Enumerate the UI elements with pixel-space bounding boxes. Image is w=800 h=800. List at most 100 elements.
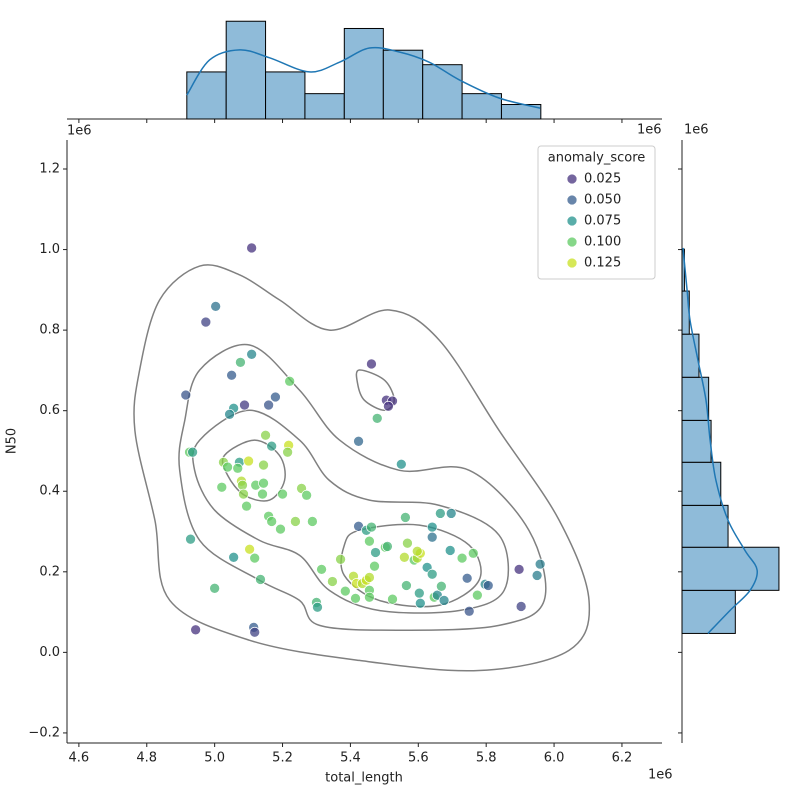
scatter-point [290,516,301,527]
scatter-point [411,545,423,557]
top-hist-bar [186,71,227,120]
scatter-point [244,543,255,555]
legend-marker [566,236,578,248]
scatter-point [266,440,278,452]
scatter-point [472,589,483,601]
scatter-point [301,489,312,501]
scatter-point [534,558,546,570]
top-hist-bar [265,71,306,120]
scatter-point [260,429,271,441]
scatter-point [327,576,338,587]
top-hist-bar [422,64,463,120]
scatter-point [335,553,346,565]
scatter-point [436,580,447,592]
scatter-point [307,516,318,527]
x-offset-label: 1e6 [648,768,673,783]
scatter-point [401,580,412,591]
scatter-point [284,375,296,387]
scatter-point [402,537,413,549]
y-tick-label: 0.2 [39,564,60,579]
scatter-point [257,488,268,500]
top-hist-bar [304,93,345,120]
scatter-point [235,356,246,368]
y-tick-label: 1.0 [39,242,60,257]
scatter-point [371,412,383,424]
top-x-offset-label: 1e6 [637,123,662,138]
x-tick-label: 5.4 [340,751,361,766]
scatter-point [463,605,475,617]
x-tick-label: 6.0 [544,751,565,766]
scatter-point [222,461,233,473]
y-tick-label: 0.6 [39,403,60,418]
scatter-point [255,574,266,585]
scatter-point [241,500,252,512]
right-hist-bar [681,589,736,634]
kde-contour [191,409,510,614]
scatter-point [339,585,351,597]
y-tick-label: 1.2 [39,162,60,177]
right-kde-line [682,247,759,634]
scatter-point [187,446,198,458]
scatter-point [426,531,438,543]
scatter-point [228,551,240,563]
scatter-point [426,521,438,533]
scatter-point [312,601,323,613]
scatter-point [350,593,361,604]
legend-label: 0.025 [584,172,621,187]
scatter-point [413,587,425,599]
scatter-point [482,580,494,591]
scatter-point [467,547,479,559]
scatter-point [277,488,288,500]
kde-contour [340,523,482,608]
legend-label: 0.100 [584,235,621,250]
y-tick-label: 0.8 [39,323,60,338]
scatter-point [239,399,250,411]
scatter-point [456,552,468,564]
x-tick-label: 4.8 [136,751,157,766]
top-hist-bar [343,27,384,120]
x-tick-label: 6.2 [612,751,633,766]
right-hist-bar [681,461,722,506]
right-y-offset-label: 1e6 [684,123,709,138]
legend-label: 0.075 [584,214,621,229]
scatter-point [369,560,380,572]
scatter-point [395,458,407,470]
scatter-point [224,408,235,420]
legend-title: anomaly_score [548,151,646,166]
x-tick-label: 5.2 [272,751,293,766]
scatter-point [316,564,327,575]
scatter-point [180,389,192,401]
top-hist-bar [461,93,502,120]
scatter-point [366,358,377,370]
scatter-point [270,391,281,403]
kde-contour [178,343,547,631]
scatter-point [414,597,426,609]
scatter-point [370,547,381,558]
scatter-point [258,459,269,471]
scatter-point [426,568,438,580]
scatter-point [246,242,257,254]
scatter-point [435,508,446,519]
scatter-point [266,516,278,527]
y-offset-label: 1e6 [67,124,92,139]
scatter-point [515,601,527,612]
scatter-point [461,572,473,584]
scatter-point [258,477,269,489]
scatter-point [243,455,254,467]
scatter-point [399,551,410,563]
scatter-point [383,400,394,412]
scatter-point [185,533,196,545]
scatter-point [438,595,450,606]
scatter-point [353,435,364,447]
legend-marker [566,257,578,269]
y-tick-label: 0.4 [39,484,60,499]
scatter-point [263,399,274,411]
scatter-point [209,582,220,594]
legend-label: 0.125 [584,256,621,271]
x-tick-label: 5.6 [408,751,429,766]
top-hist-bar [225,20,267,120]
scatter-point [364,572,375,583]
right-hist-bar [681,504,729,548]
scatter-point [216,481,228,493]
scatter-point [190,624,201,636]
